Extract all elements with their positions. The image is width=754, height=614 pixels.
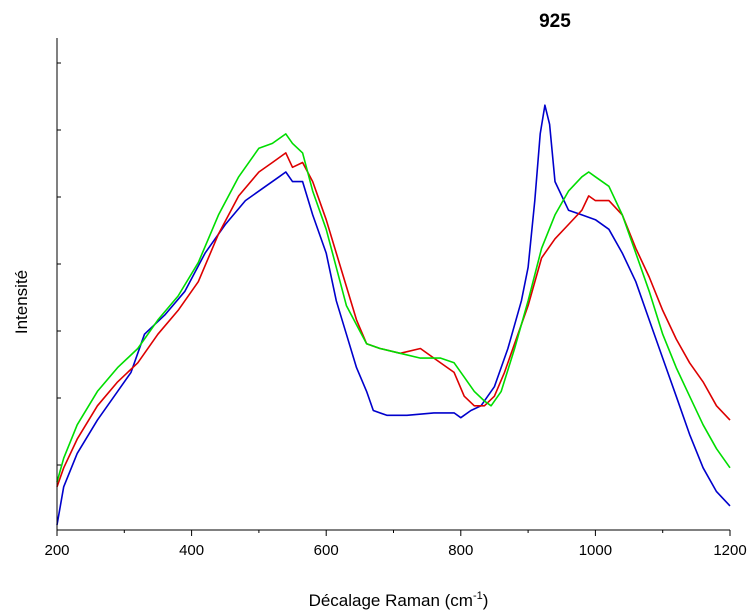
x-tick-label-2: 600 bbox=[314, 542, 339, 559]
x-axis-title-close: ) bbox=[483, 591, 489, 610]
peak-annotation-0: 925 bbox=[539, 11, 571, 32]
x-axis-title: Décalage Raman (cm-1) bbox=[309, 590, 489, 610]
series-line-1 bbox=[56, 152, 731, 488]
axis-labels: 200 400 600 800 1000 1200 Décalage Raman (cm-1… bbox=[12, 11, 747, 610]
x-tick-label-0: 200 bbox=[44, 542, 69, 559]
series-line-2 bbox=[56, 133, 731, 483]
x-tick-label-4: 1000 bbox=[579, 542, 612, 559]
series-line-0 bbox=[56, 104, 731, 526]
x-tick-label-3: 800 bbox=[448, 542, 473, 559]
x-tick-label-5: 1200 bbox=[713, 542, 746, 559]
plot-area bbox=[56, 104, 731, 526]
x-tick-label-1: 400 bbox=[179, 542, 204, 559]
x-axis-title-main: Décalage Raman (cm bbox=[309, 591, 473, 610]
y-axis-title: Intensité bbox=[12, 270, 31, 334]
x-axis-title-sup: -1 bbox=[473, 590, 483, 602]
axes bbox=[56, 38, 731, 536]
